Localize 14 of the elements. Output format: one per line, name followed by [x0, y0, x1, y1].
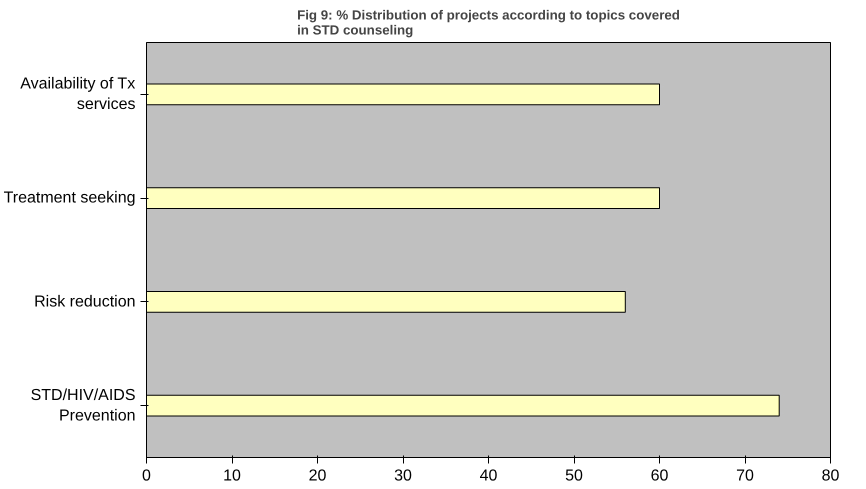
x-tick-label: 80: [822, 468, 840, 484]
y-tick-label: Treatment seeking: [4, 190, 136, 207]
x-tick-label: 70: [736, 468, 754, 484]
x-tick-label: 50: [565, 468, 583, 484]
x-tick-label: 40: [480, 468, 498, 484]
chart-title: Fig 9: % Distribution of projects according to topics covered in STD counseling: [297, 8, 680, 38]
y-tick-label: STD/HIV/AIDS Prevention: [30, 386, 136, 424]
y-tick-label: Availability of Tx services: [20, 76, 136, 114]
y-tick-label: Risk reduction: [34, 293, 136, 310]
x-tick-label: 20: [308, 468, 326, 484]
x-tick-label: 60: [650, 468, 668, 484]
x-tick-label: 10: [223, 468, 241, 484]
x-tick-label: 30: [394, 468, 412, 484]
x-tick-label: 0: [142, 468, 152, 484]
